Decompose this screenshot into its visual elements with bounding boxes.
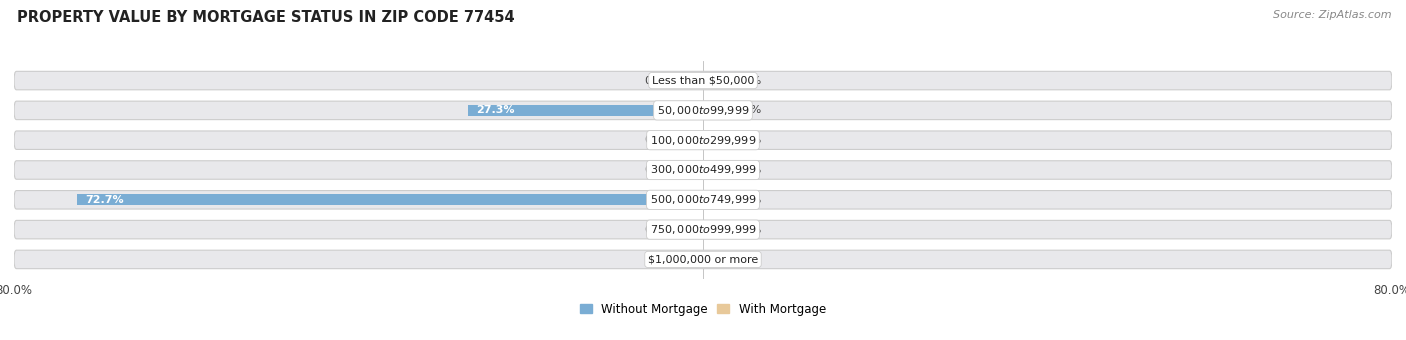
Text: 72.7%: 72.7% <box>86 195 124 205</box>
Bar <box>703 105 728 116</box>
Bar <box>703 75 728 86</box>
FancyBboxPatch shape <box>14 161 1392 179</box>
Text: 0.0%: 0.0% <box>733 135 762 145</box>
Text: 0.0%: 0.0% <box>644 165 673 175</box>
Bar <box>678 254 703 265</box>
FancyBboxPatch shape <box>14 131 1392 150</box>
Bar <box>678 224 703 235</box>
Text: $500,000 to $749,999: $500,000 to $749,999 <box>650 193 756 206</box>
Text: 0.0%: 0.0% <box>733 165 762 175</box>
Text: Less than $50,000: Less than $50,000 <box>652 75 754 86</box>
Text: Source: ZipAtlas.com: Source: ZipAtlas.com <box>1274 10 1392 20</box>
FancyBboxPatch shape <box>14 71 1392 90</box>
Bar <box>678 135 703 146</box>
Bar <box>678 75 703 86</box>
Text: 0.0%: 0.0% <box>733 195 762 205</box>
Text: 0.0%: 0.0% <box>644 254 673 265</box>
Text: $50,000 to $99,999: $50,000 to $99,999 <box>657 104 749 117</box>
Text: $100,000 to $299,999: $100,000 to $299,999 <box>650 134 756 147</box>
Legend: Without Mortgage, With Mortgage: Without Mortgage, With Mortgage <box>575 298 831 321</box>
FancyBboxPatch shape <box>14 220 1392 239</box>
Text: 0.0%: 0.0% <box>733 75 762 86</box>
Bar <box>77 194 703 205</box>
Text: $750,000 to $999,999: $750,000 to $999,999 <box>650 223 756 236</box>
Text: PROPERTY VALUE BY MORTGAGE STATUS IN ZIP CODE 77454: PROPERTY VALUE BY MORTGAGE STATUS IN ZIP… <box>17 10 515 25</box>
Text: 0.0%: 0.0% <box>733 254 762 265</box>
Text: 0.0%: 0.0% <box>644 135 673 145</box>
Text: 0.0%: 0.0% <box>733 105 762 115</box>
Text: 0.0%: 0.0% <box>733 225 762 235</box>
Bar <box>703 224 728 235</box>
Bar <box>703 254 728 265</box>
Text: $300,000 to $499,999: $300,000 to $499,999 <box>650 164 756 176</box>
Bar <box>468 105 703 116</box>
Bar <box>678 164 703 176</box>
Text: 0.0%: 0.0% <box>644 75 673 86</box>
FancyBboxPatch shape <box>14 190 1392 209</box>
Text: 0.0%: 0.0% <box>644 225 673 235</box>
Text: 27.3%: 27.3% <box>477 105 515 115</box>
Bar <box>703 164 728 176</box>
Bar <box>703 194 728 205</box>
FancyBboxPatch shape <box>14 101 1392 120</box>
FancyBboxPatch shape <box>14 250 1392 269</box>
Text: $1,000,000 or more: $1,000,000 or more <box>648 254 758 265</box>
Bar <box>703 135 728 146</box>
